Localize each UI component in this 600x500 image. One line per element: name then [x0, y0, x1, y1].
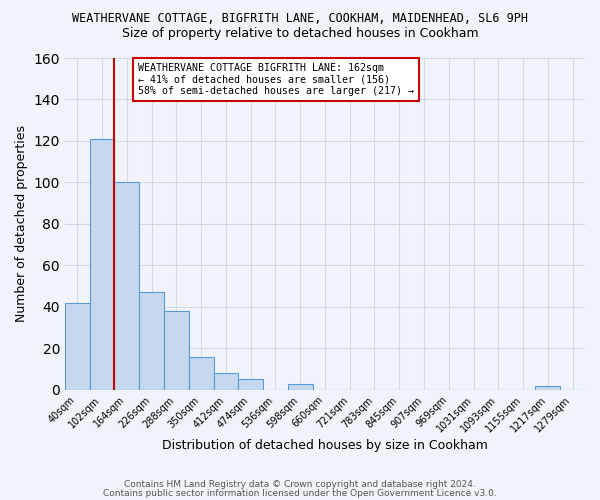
Bar: [115, 182, 139, 390]
Bar: [139, 292, 164, 390]
Bar: [65, 302, 89, 390]
Text: Contains public sector information licensed under the Open Government Licence v3: Contains public sector information licen…: [103, 489, 497, 498]
Bar: [164, 311, 189, 390]
X-axis label: Distribution of detached houses by size in Cookham: Distribution of detached houses by size …: [162, 440, 488, 452]
Text: Contains HM Land Registry data © Crown copyright and database right 2024.: Contains HM Land Registry data © Crown c…: [124, 480, 476, 489]
Y-axis label: Number of detached properties: Number of detached properties: [15, 126, 28, 322]
Bar: [189, 356, 214, 390]
Text: Size of property relative to detached houses in Cookham: Size of property relative to detached ho…: [122, 28, 478, 40]
Bar: [535, 386, 560, 390]
Bar: [238, 380, 263, 390]
Bar: [288, 384, 313, 390]
Bar: [214, 373, 238, 390]
Bar: [89, 139, 115, 390]
Text: WEATHERVANE COTTAGE BIGFRITH LANE: 162sqm
← 41% of detached houses are smaller (: WEATHERVANE COTTAGE BIGFRITH LANE: 162sq…: [138, 63, 414, 96]
Text: WEATHERVANE COTTAGE, BIGFRITH LANE, COOKHAM, MAIDENHEAD, SL6 9PH: WEATHERVANE COTTAGE, BIGFRITH LANE, COOK…: [72, 12, 528, 26]
